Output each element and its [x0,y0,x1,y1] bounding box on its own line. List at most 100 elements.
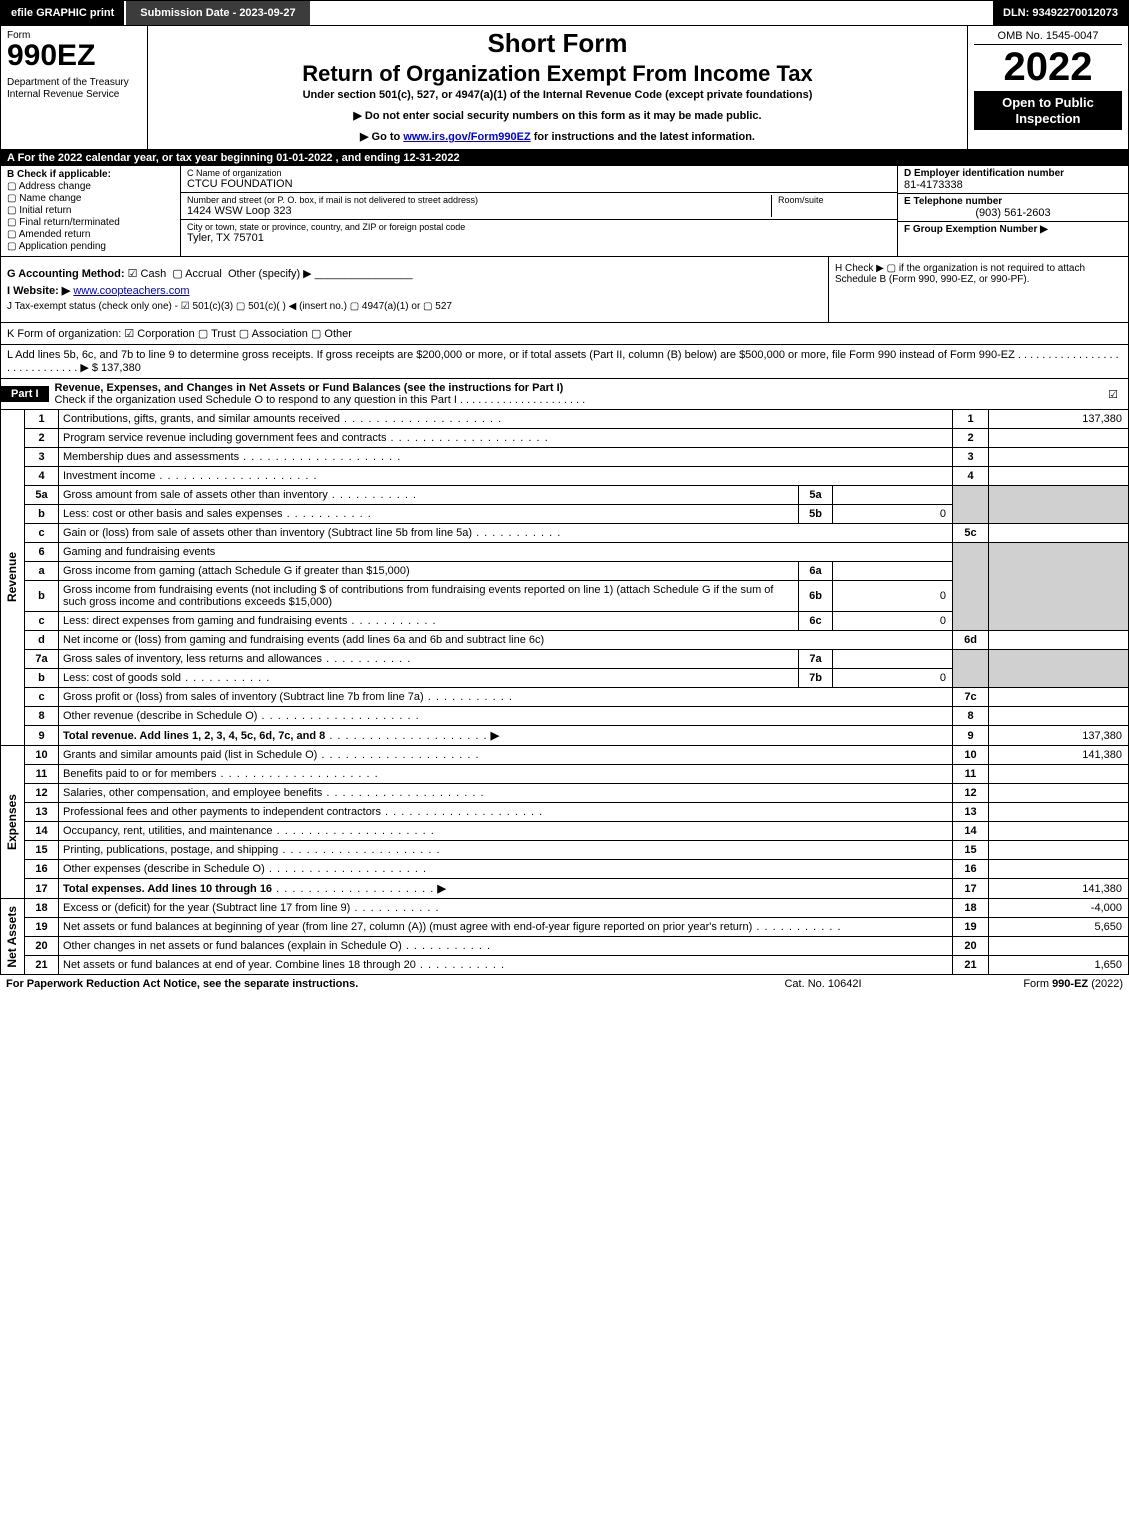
row-15: 15Printing, publications, postage, and s… [1,841,1129,860]
nr-4: 4 [953,467,989,486]
n-18: 18 [25,899,59,918]
nr-18: 18 [953,899,989,918]
room-label: Room/suite [778,195,891,205]
expenses-side: Expenses [1,746,25,899]
a-13 [989,803,1129,822]
n-16: 16 [25,860,59,879]
n-21: 21 [25,956,59,975]
instruction-1: ▶ Do not enter social security numbers o… [154,109,961,122]
f-row: F Group Exemption Number ▶ [898,222,1128,237]
part1-checkbox[interactable]: ☑ [1098,388,1128,401]
h-block: H Check ▶ ▢ if the organization is not r… [828,257,1128,322]
row-6d: d Net income or (loss) from gaming and f… [1,631,1129,650]
greya-6 [989,543,1129,631]
a-4 [989,467,1129,486]
chk-address-change[interactable]: Address change [7,181,174,192]
nr-8: 8 [953,707,989,726]
grey-7 [953,650,989,688]
ein: 81-4173338 [904,179,1122,191]
revenue-side: Revenue [1,410,25,746]
nr-16: 16 [953,860,989,879]
a-10: 141,380 [989,746,1129,765]
row-21: 21 Net assets or fund balances at end of … [1,956,1129,975]
submission-date: Submission Date - 2023-09-27 [124,1,309,25]
t-6: Gaming and fundraising events [59,543,953,562]
greya-7 [989,650,1129,688]
a-9: 137,380 [989,726,1129,746]
t-6a: Gross income from gaming (attach Schedul… [59,562,799,581]
g-other[interactable]: Other (specify) ▶ [228,268,312,280]
expenses-table: Expenses 10 Grants and similar amounts p… [0,746,1129,899]
a-20 [989,937,1129,956]
t-12: Salaries, other compensation, and employ… [63,787,485,799]
sa-6b: 0 [833,581,953,612]
n-10: 10 [25,746,59,765]
t-7a: Gross sales of inventory, less returns a… [63,653,411,665]
website-link[interactable]: www.coopteachers.com [73,285,189,297]
chk-final-return[interactable]: Final return/terminated [7,217,174,228]
e-label: E Telephone number [904,196,1122,207]
row-17: 17Total expenses. Add lines 10 through 1… [1,879,1129,899]
n-13: 13 [25,803,59,822]
chk-amended-return[interactable]: Amended return [7,229,174,240]
main-title: Return of Organization Exempt From Incom… [154,61,961,87]
row-4: 4 Investment income 4 [1,467,1129,486]
org-name: CTCU FOUNDATION [187,178,293,190]
efile-print[interactable]: efile GRAPHIC print [1,1,124,25]
n-1: 1 [25,410,59,429]
street-row: Number and street (or P. O. box, if mail… [181,193,897,220]
chk-initial-return[interactable]: Initial return [7,205,174,216]
n-2: 2 [25,429,59,448]
n-15: 15 [25,841,59,860]
n-6b: b [25,581,59,612]
row-13: 13Professional fees and other payments t… [1,803,1129,822]
n-9: 9 [25,726,59,746]
n-4: 4 [25,467,59,486]
s-7a: 7a [799,650,833,669]
i-label: I Website: ▶ [7,285,70,297]
a-12 [989,784,1129,803]
year-block: OMB No. 1545-0047 2022 Open to Public In… [968,26,1128,149]
instructions-link[interactable]: www.irs.gov/Form990EZ [403,131,530,143]
sa-6c: 0 [833,612,953,631]
d-row: D Employer identification number 81-4173… [898,166,1128,194]
a-7c [989,688,1129,707]
row-11: 11Benefits paid to or for members11 [1,765,1129,784]
chk-name-change[interactable]: Name change [7,193,174,204]
g-accrual[interactable]: Accrual [172,268,222,280]
n-6d: d [25,631,59,650]
g-accounting: G Accounting Method: Cash Accrual Other … [7,267,822,280]
a-1: 137,380 [989,410,1129,429]
row-10: Expenses 10 Grants and similar amounts p… [1,746,1129,765]
nr-15: 15 [953,841,989,860]
section-b-to-f: B Check if applicable: Address change Na… [0,166,1129,257]
a-18: -4,000 [989,899,1129,918]
e-row: E Telephone number (903) 561-2603 [898,194,1128,222]
nr-19: 19 [953,918,989,937]
block-g-h-i-j: G Accounting Method: Cash Accrual Other … [0,257,1129,323]
short-form: Short Form [154,28,961,59]
chk-application-pending[interactable]: Application pending [7,241,174,252]
subtitle: Under section 501(c), 527, or 4947(a)(1)… [154,89,961,101]
s-6b: 6b [799,581,833,612]
footer-right-pre: Form [1023,978,1052,990]
t-7b: Less: cost of goods sold [63,672,270,684]
nr-2: 2 [953,429,989,448]
nr-9: 9 [953,726,989,746]
n-17: 17 [25,879,59,899]
t-16: Other expenses (describe in Schedule O) [63,863,427,875]
t-18: Excess or (deficit) for the year (Subtra… [63,902,440,914]
t-21: Net assets or fund balances at end of ye… [63,959,505,971]
col-b-checkboxes: B Check if applicable: Address change Na… [1,166,181,256]
a-8 [989,707,1129,726]
sa-6a [833,562,953,581]
row-6: 6 Gaming and fundraising events [1,543,1129,562]
t-2: Program service revenue including govern… [63,432,549,444]
a-15 [989,841,1129,860]
footer-cat: Cat. No. 10642I [723,978,923,990]
footer-right: Form 990-EZ (2022) [923,978,1123,990]
j-tax-exempt: J Tax-exempt status (check only one) - ☑… [7,301,822,312]
title-block: Short Form Return of Organization Exempt… [148,26,968,149]
omb-number: OMB No. 1545-0047 [974,30,1122,45]
g-cash[interactable]: Cash [128,268,167,280]
